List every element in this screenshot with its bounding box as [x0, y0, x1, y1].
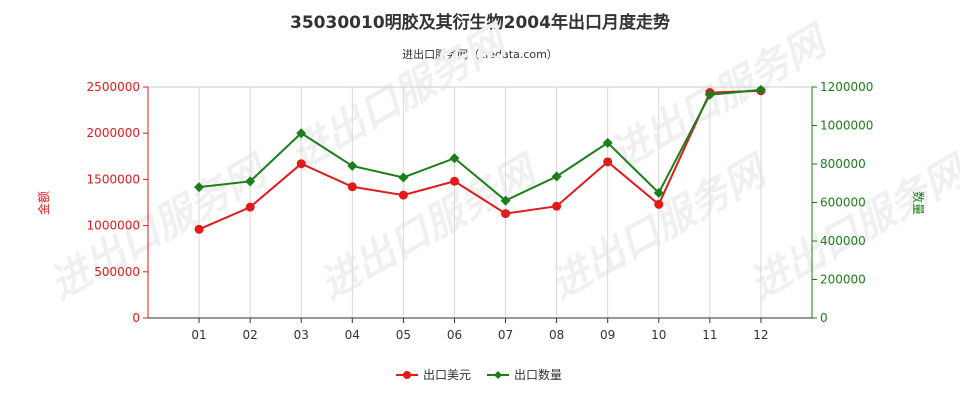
x-tick-label: 07: [498, 328, 513, 342]
x-tick-label: 12: [753, 328, 768, 342]
x-tick-label: 10: [651, 328, 666, 342]
y-right-axis-label: 数量: [911, 191, 926, 215]
y-right-tick-label: 0: [820, 311, 828, 325]
series-layer: [194, 84, 766, 234]
y-left-tick-label: 500000: [94, 265, 140, 279]
x-tick-label: 03: [294, 328, 309, 342]
series-1-point: [449, 176, 459, 186]
series-1-point: [398, 190, 408, 200]
y-left-tick-label: 2500000: [87, 80, 140, 94]
series-2-point: [704, 89, 715, 100]
series-2-point: [449, 153, 460, 164]
x-tick-label: 09: [600, 328, 615, 342]
watermark-text: 进出口服务网: [542, 145, 779, 309]
series-2-line: [198, 88, 762, 202]
legend-swatch-marker: [494, 371, 502, 379]
series-2-point: [245, 176, 256, 187]
series-2-point: [194, 182, 205, 193]
x-tick-label: 06: [447, 328, 462, 342]
series-1-point: [501, 209, 511, 219]
series-1-point: [245, 202, 255, 212]
y-left-tick-label: 1000000: [87, 219, 140, 233]
series-2-point: [551, 171, 562, 182]
x-tick-label: 11: [702, 328, 717, 342]
x-tick-label: 04: [345, 328, 360, 342]
legend-item-label: 出口数量: [514, 367, 562, 382]
y-right-tick-label: 200000: [820, 273, 866, 287]
series-1-point: [654, 199, 664, 209]
series-2-point: [296, 128, 307, 139]
y-right-tick-label: 600000: [820, 196, 866, 210]
legend-item-1[interactable]: 出口美元: [396, 368, 471, 382]
watermark-text: 进出口服务网: [312, 145, 549, 309]
x-tick-label: 01: [191, 328, 206, 342]
y-left-tick-label: 2000000: [87, 126, 140, 140]
series-2-point: [398, 172, 409, 183]
series-1-point: [347, 182, 357, 192]
axes-layer: 05000001000000150000020000002500000金额020…: [36, 80, 926, 342]
series-2: [194, 84, 766, 206]
series-2-point: [500, 195, 511, 206]
watermark-text: 进出口服务网: [42, 145, 279, 309]
series-1-point: [552, 201, 562, 211]
x-tick-label: 05: [396, 328, 411, 342]
series-2-point: [653, 187, 664, 198]
chart-subtitle: 进出口服务网（ciedata.com）: [402, 48, 558, 61]
y-right-tick-label: 1200000: [820, 80, 873, 94]
series-2-point: [602, 137, 613, 148]
x-tick-label: 08: [549, 328, 564, 342]
series-1-line: [198, 89, 761, 231]
chart-title: 35030010明胶及其衍生物2004年出口月度走势: [290, 13, 670, 33]
legend-item-label: 出口美元: [423, 368, 471, 382]
series-1-point: [194, 224, 204, 234]
y-left-tick-label: 1500000: [87, 172, 140, 186]
series-2-point: [347, 160, 358, 171]
x-tick-label: 02: [243, 328, 258, 342]
y-right-tick-label: 400000: [820, 234, 866, 248]
y-right-tick-label: 1000000: [820, 119, 873, 133]
watermark-text: 进出口服务网: [602, 15, 839, 179]
legend-item-2[interactable]: 出口数量: [487, 367, 562, 382]
y-left-axis-label: 金额: [36, 191, 51, 215]
y-right-tick-label: 800000: [820, 157, 866, 171]
series-1: [194, 86, 766, 234]
legend-swatch-marker: [403, 371, 411, 379]
series-2-point: [755, 84, 766, 95]
y-left-tick-label: 0: [132, 311, 140, 325]
watermark-text: 进出口服务网: [282, 15, 519, 179]
legend[interactable]: 出口美元 出口数量: [396, 367, 562, 382]
series-1-point: [603, 157, 613, 167]
series-1-point: [296, 159, 306, 169]
